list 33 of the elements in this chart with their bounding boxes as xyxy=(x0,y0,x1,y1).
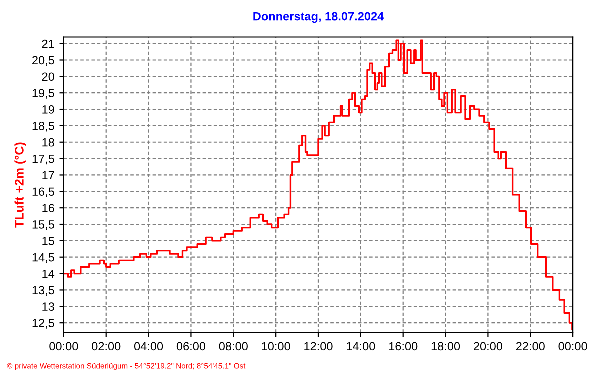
y-tick-label: 18,5 xyxy=(32,122,54,132)
y-tick-label: 15 xyxy=(42,237,54,246)
x-tick-label: 14:00 xyxy=(347,342,376,351)
x-tick-label: 22:00 xyxy=(516,342,545,351)
x-tick-label: 10:00 xyxy=(262,342,290,351)
y-tick-label: 16 xyxy=(42,204,54,212)
x-tick-label: 20:00 xyxy=(474,342,503,351)
y-tick-label: 12,5 xyxy=(32,319,54,329)
y-tick-label: 17 xyxy=(42,171,54,180)
y-tick-label: 17,5 xyxy=(32,154,54,165)
y-tick-label: 14,5 xyxy=(32,254,54,264)
y-tick-label: 19,5 xyxy=(32,89,54,99)
y-tick-label: 19 xyxy=(42,106,54,114)
x-tick-label: 06:00 xyxy=(176,342,206,351)
x-tick-label: 00:00 xyxy=(50,342,78,351)
y-tick-label: 13,5 xyxy=(32,286,54,296)
y-tick-label: 18 xyxy=(42,138,54,147)
x-tick-label: 12:00 xyxy=(304,342,333,351)
y-axis-title: TLuft +2m (°C) xyxy=(14,142,26,228)
x-tick-label: 08:00 xyxy=(219,342,248,351)
y-tick-label: 15,5 xyxy=(32,220,54,230)
x-tick-label: 02:00 xyxy=(92,342,121,351)
x-tick-label: 16:00 xyxy=(389,342,418,351)
chart-title: Donnerstag, 18.07.2024 xyxy=(254,12,384,24)
y-tick-label: 20 xyxy=(42,72,54,82)
x-tick-label: 04:00 xyxy=(134,342,164,351)
y-tick-label: 14 xyxy=(42,270,55,278)
x-tick-label: 00:00 xyxy=(558,342,588,351)
y-tick-label: 21 xyxy=(42,40,54,48)
y-tick-label: 16,5 xyxy=(32,188,54,198)
y-tick-label: 13 xyxy=(42,302,54,312)
y-tick-label: 20,5 xyxy=(32,56,54,66)
x-tick-label: 18:00 xyxy=(432,342,460,351)
